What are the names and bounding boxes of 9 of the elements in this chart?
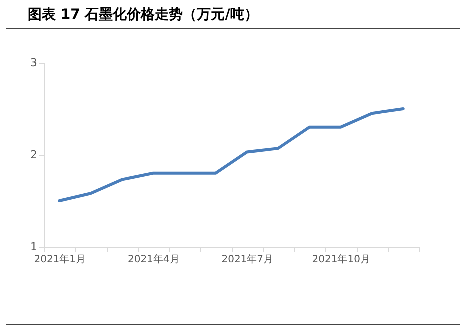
y-tick-label: 2 xyxy=(30,148,38,162)
chart-title: 图表 17 石墨化价格走势（万元/吨） xyxy=(6,4,460,29)
x-tick-label: 2021年1月 xyxy=(34,254,86,266)
y-tick-label: 1 xyxy=(30,240,38,254)
x-tick-label: 2021年7月 xyxy=(222,254,274,266)
y-tick-label: 3 xyxy=(30,56,38,70)
x-tick-label: 2021年10月 xyxy=(312,254,370,266)
line-series xyxy=(58,108,405,202)
x-tick-label: 2021年4月 xyxy=(128,254,180,266)
